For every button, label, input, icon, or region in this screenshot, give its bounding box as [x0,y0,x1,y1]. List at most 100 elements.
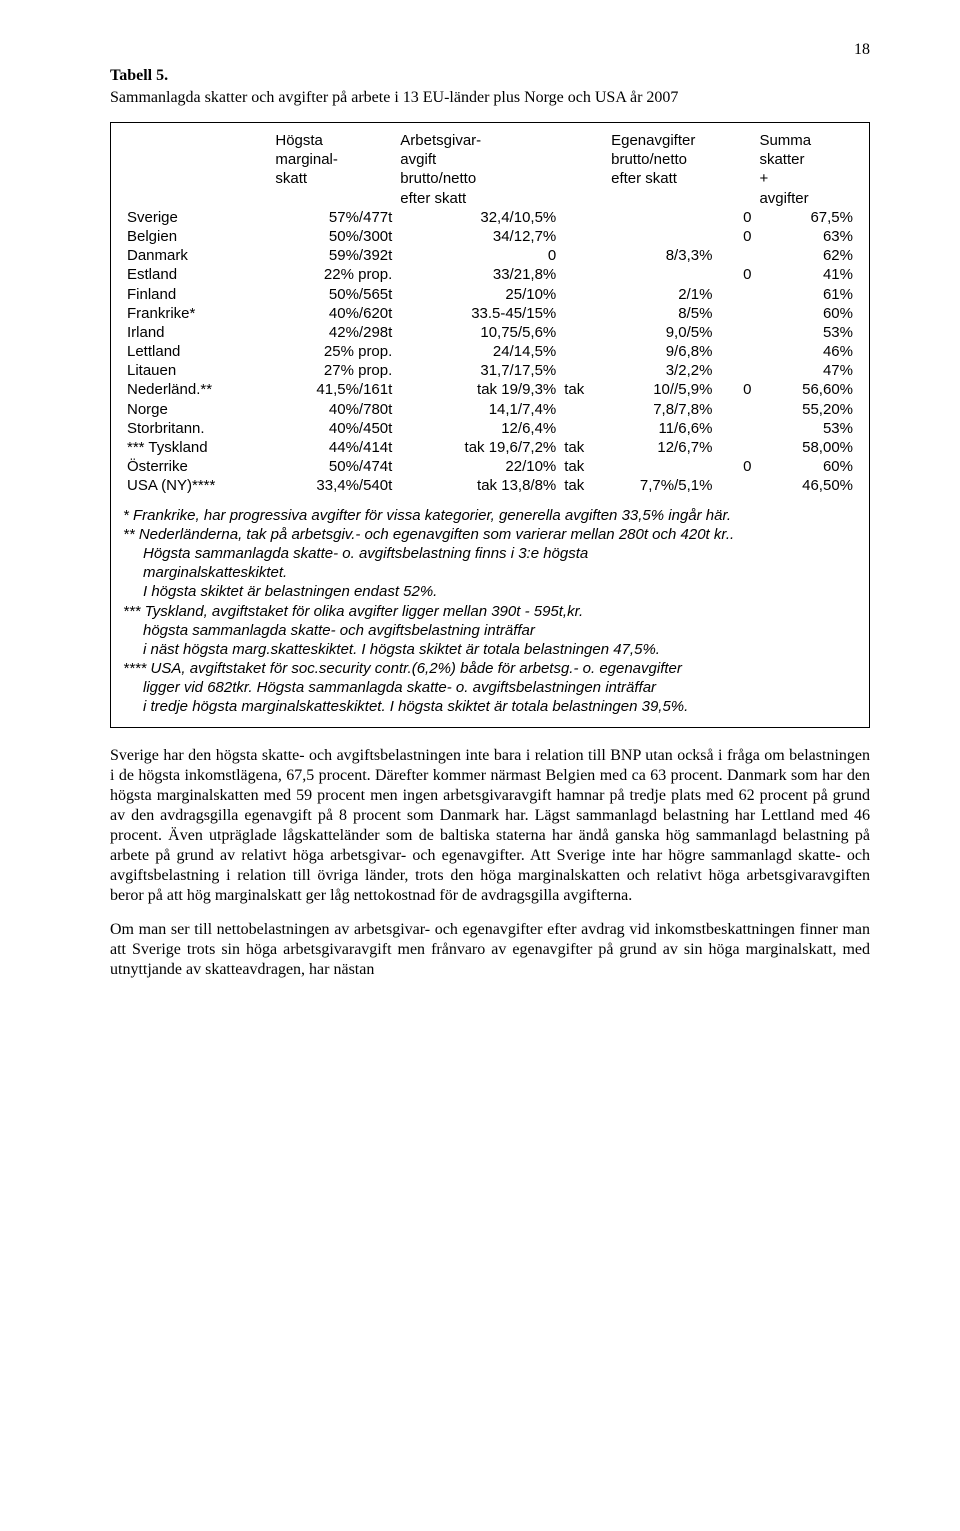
table-cell: 8/3,3% [607,246,716,265]
table-cell: 14,1/7,4% [396,400,560,419]
table-header: Högsta Arbetsgivar- Egenavgifter Summa m… [123,131,857,208]
table-cell: tak 13,8/8% [396,476,560,495]
table-box: Högsta Arbetsgivar- Egenavgifter Summa m… [110,122,870,728]
table-cell: *** Tyskland [123,438,271,457]
note-line: Högsta sammanlagda skatte- o. avgiftsbel… [123,544,857,563]
table-row: *** Tyskland44%/414ttak 19,6/7,2%tak12/6… [123,438,857,457]
table-cell: 67,5% [755,208,857,227]
table-cell [716,419,755,438]
table-notes: * Frankrike, har progressiva avgifter fö… [123,506,857,717]
table-cell: 41,5%/161t [271,380,396,399]
title-line-1: Tabell 5. [110,66,870,86]
table-cell: 9/6,8% [607,342,716,361]
title-line-2: Sammanlagda skatter och avgifter på arbe… [110,88,870,108]
page-number: 18 [110,40,870,60]
table-cell: 55,20% [755,400,857,419]
table-cell: 25% prop. [271,342,396,361]
table-cell [716,342,755,361]
table-row: USA (NY)****33,4%/540ttak 13,8/8%tak7,7%… [123,476,857,495]
hdr-cell [560,131,607,150]
table-cell: 0 [716,457,755,476]
table-cell [716,285,755,304]
table-cell: 58,00% [755,438,857,457]
table-cell [560,323,607,342]
table-cell [560,285,607,304]
table-cell [607,208,716,227]
table-cell [716,246,755,265]
table-row: Belgien50%/300t34/12,7%063% [123,227,857,246]
table-cell: tak [560,380,607,399]
table-row: Lettland25% prop.24/14,5%9/6,8%46% [123,342,857,361]
table-cell: 44%/414t [271,438,396,457]
note-line: i tredje högsta marginalskatteskiktet. I… [123,697,857,716]
table-row: Österrike50%/474t22/10%tak060% [123,457,857,476]
table-cell: 0 [716,227,755,246]
table-cell [560,400,607,419]
table-cell: 7,7%/5,1% [607,476,716,495]
note-line: högsta sammanlagda skatte- och avgiftsbe… [123,621,857,640]
table-row: Finland50%/565t25/10%2/1%61% [123,285,857,304]
table-cell: Frankrike* [123,304,271,323]
table-cell [560,208,607,227]
table-cell: 46,50% [755,476,857,495]
hdr-cell: skatter [755,150,857,169]
table-cell: 33/21,8% [396,265,560,284]
table-cell: tak [560,438,607,457]
table-cell [560,246,607,265]
table-cell: Belgien [123,227,271,246]
hdr-cell: + [755,169,857,188]
table-cell [716,304,755,323]
table-cell: 60% [755,304,857,323]
table-cell: 33.5-45/15% [396,304,560,323]
table-cell: tak [560,457,607,476]
table-cell: Danmark [123,246,271,265]
table-cell [716,323,755,342]
hdr-cell: Egenavgifter [607,131,716,150]
table-cell [716,361,755,380]
table-cell: 40%/620t [271,304,396,323]
table-cell [607,265,716,284]
table-cell: 0 [396,246,560,265]
table-cell: 0 [716,265,755,284]
table-cell: 53% [755,419,857,438]
note-line: marginalskatteskiktet. [123,563,857,582]
table-cell: Sverige [123,208,271,227]
table-cell: 60% [755,457,857,476]
table-cell: Storbritann. [123,419,271,438]
note-line: *** Tyskland, avgiftstaket för olika avg… [123,602,857,621]
table-cell: 33,4%/540t [271,476,396,495]
table-body: Sverige57%/477t32,4/10,5%067,5%Belgien50… [123,208,857,496]
note-line: * Frankrike, har progressiva avgifter fö… [123,506,857,525]
note-line: ** Nederländerna, tak på arbetsgiv.- och… [123,525,857,544]
table-cell: 40%/450t [271,419,396,438]
table-row: Storbritann.40%/450t12/6,4%11/6,6%53% [123,419,857,438]
note-line: **** USA, avgiftstaket för soc.security … [123,659,857,678]
table-cell: Österrike [123,457,271,476]
table-cell: 34/12,7% [396,227,560,246]
table-cell: 62% [755,246,857,265]
table-cell [560,227,607,246]
table-cell [607,457,716,476]
table-cell: Lettland [123,342,271,361]
table-cell: 56,60% [755,380,857,399]
table-cell: 61% [755,285,857,304]
table-cell: 27% prop. [271,361,396,380]
table-row: Irland42%/298t10,75/5,6%9,0/5%53% [123,323,857,342]
table-cell: 40%/780t [271,400,396,419]
table-cell: tak 19/9,3% [396,380,560,399]
table-cell: 10//5,9% [607,380,716,399]
table-title: Tabell 5. Sammanlagda skatter och avgift… [110,66,870,108]
table-cell [716,400,755,419]
hdr-cell: Arbetsgivar- [396,131,560,150]
table-cell: 10,75/5,6% [396,323,560,342]
hdr-cell [123,131,271,150]
table-cell: 8/5% [607,304,716,323]
hdr-cell: efter skatt [607,169,716,188]
table-cell: Finland [123,285,271,304]
table-row: Nederländ.**41,5%/161ttak 19/9,3%tak10//… [123,380,857,399]
table-cell: Nederländ.** [123,380,271,399]
table-cell: Norge [123,400,271,419]
table-cell: 57%/477t [271,208,396,227]
table-cell [716,438,755,457]
tax-table: Högsta Arbetsgivar- Egenavgifter Summa m… [123,131,857,496]
